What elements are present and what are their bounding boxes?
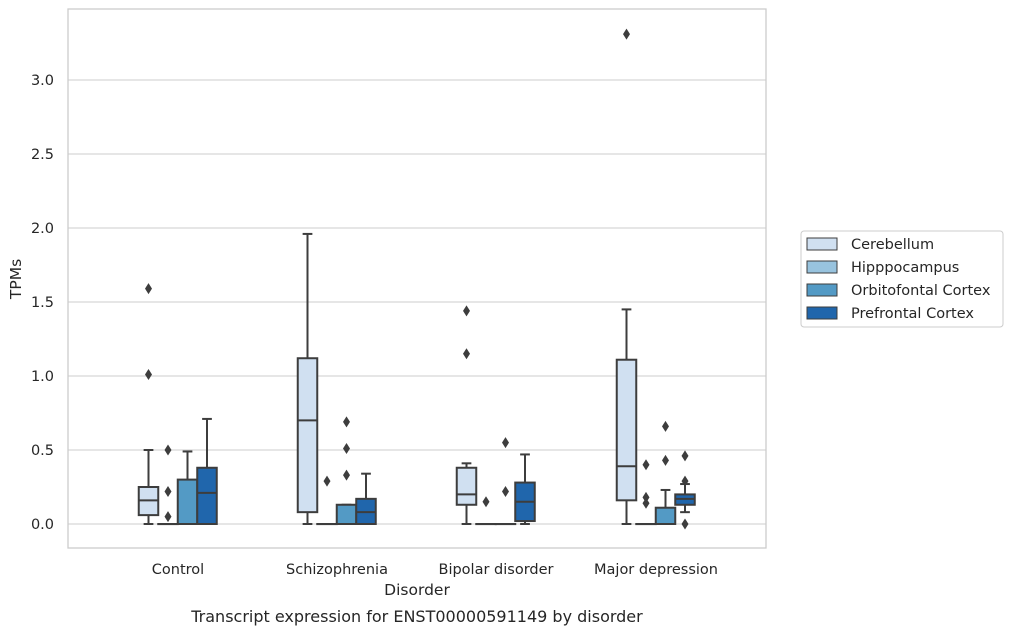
- x-axis-label: Disorder: [384, 581, 450, 599]
- outlier-point: [343, 416, 350, 428]
- outlier-point: [164, 485, 172, 497]
- outlier-point: [623, 28, 630, 40]
- x-tick-label: Bipolar disorder: [439, 562, 554, 578]
- y-tick-label: 1.0: [31, 369, 54, 385]
- outlier-point: [343, 443, 350, 455]
- outlier-point: [681, 450, 689, 462]
- legend-label: Prefrontal Cortex: [851, 306, 974, 322]
- box: [455, 466, 478, 506]
- outlier-point: [164, 511, 172, 523]
- box-plot-0-2: [176, 450, 199, 526]
- box: [296, 357, 319, 514]
- legend-box: [800, 230, 1004, 328]
- outlier-point: [642, 491, 650, 503]
- plot-frame: [67, 8, 767, 549]
- legend-label: Cerebellum: [851, 237, 934, 253]
- legend: Cerebellum Hipppocampus Orbitofontal Corte…: [800, 230, 1004, 328]
- legend-swatch: [806, 237, 838, 251]
- y-tick-label: 1.5: [31, 295, 54, 311]
- box-plot-1-0: [296, 232, 319, 525]
- outlier-point: [164, 444, 172, 456]
- outlier-point: [463, 305, 470, 317]
- legend-label: Orbitofontal Cortex: [851, 283, 991, 299]
- box-plot-2-1: [475, 496, 497, 526]
- box-plot-3-3: [674, 450, 696, 530]
- box: [196, 466, 218, 526]
- box-plot-2-2: [494, 437, 517, 526]
- box-plot-3-1: [635, 459, 657, 526]
- box: [176, 478, 199, 526]
- outlier-point: [642, 459, 650, 471]
- outlier-point: [323, 475, 331, 487]
- y-tick-label: 0.5: [31, 443, 54, 459]
- box-plot-3-0: [615, 28, 638, 525]
- grid-lines: [68, 79, 766, 525]
- y-tick-label: 2.5: [31, 147, 54, 163]
- outlier-point: [145, 369, 152, 381]
- x-tick-label: Schizophrenia: [286, 562, 388, 578]
- box-plot-1-1: [316, 475, 338, 526]
- outlier-point: [482, 496, 490, 508]
- outlier-point: [145, 283, 152, 295]
- boxes-layer: [137, 28, 696, 530]
- outlier-point: [463, 348, 470, 360]
- box-plot-0-0: [137, 283, 160, 525]
- outlier-point: [343, 469, 350, 481]
- box-plot-2-3: [514, 453, 536, 525]
- legend-swatch: [806, 260, 838, 274]
- outlier-point: [681, 475, 689, 487]
- box: [335, 503, 358, 526]
- chart-caption: Transcript expression for ENST0000059114…: [190, 607, 643, 626]
- outlier-point: [502, 437, 509, 449]
- outlier-point: [642, 497, 650, 509]
- y-axis-ticks: 0.0 0.5 1.0 1.5 2.0 2.5 3.0: [31, 73, 54, 533]
- legend-label: Hipppocampus: [851, 260, 959, 276]
- outlier-point: [662, 454, 669, 466]
- box-plot-0-1: [157, 444, 179, 526]
- box-plot-0-3: [196, 417, 218, 526]
- x-tick-label: Control: [152, 562, 204, 578]
- outlier-point: [502, 485, 509, 497]
- x-tick-label: Major depression: [594, 562, 718, 578]
- legend-swatch: [806, 283, 838, 297]
- outlier-point: [662, 420, 669, 432]
- y-tick-label: 0.0: [31, 517, 54, 533]
- y-tick-label: 2.0: [31, 221, 54, 237]
- y-axis-label: TPMs: [7, 259, 25, 300]
- box-plot-1-3: [355, 472, 377, 525]
- box-plot-1-2: [335, 416, 358, 526]
- x-axis-ticks: Control Schizophrenia Bipolar disorder Majo…: [152, 562, 718, 578]
- legend-swatch: [806, 306, 838, 320]
- box: [615, 358, 638, 502]
- box-plot-3-2: [654, 420, 677, 526]
- box-plot-2-0: [455, 305, 478, 525]
- outlier-point: [681, 518, 689, 530]
- plot-border: [67, 8, 767, 549]
- box: [654, 506, 677, 526]
- y-tick-label: 3.0: [31, 73, 54, 89]
